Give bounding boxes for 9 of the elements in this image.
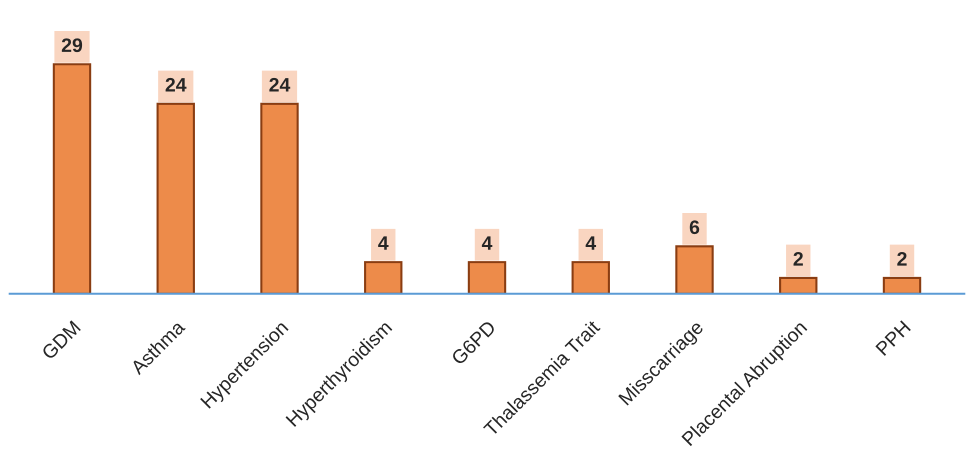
data-label: 4	[586, 236, 596, 250]
data-label: 4	[378, 236, 389, 250]
data-label: 4	[482, 236, 492, 250]
data-label: 24	[166, 78, 186, 92]
data-label: 6	[690, 220, 700, 234]
data-label: 2	[897, 252, 907, 266]
data-label: 29	[62, 38, 82, 52]
data-label: 24	[269, 78, 290, 92]
data-label: 2	[794, 252, 803, 266]
